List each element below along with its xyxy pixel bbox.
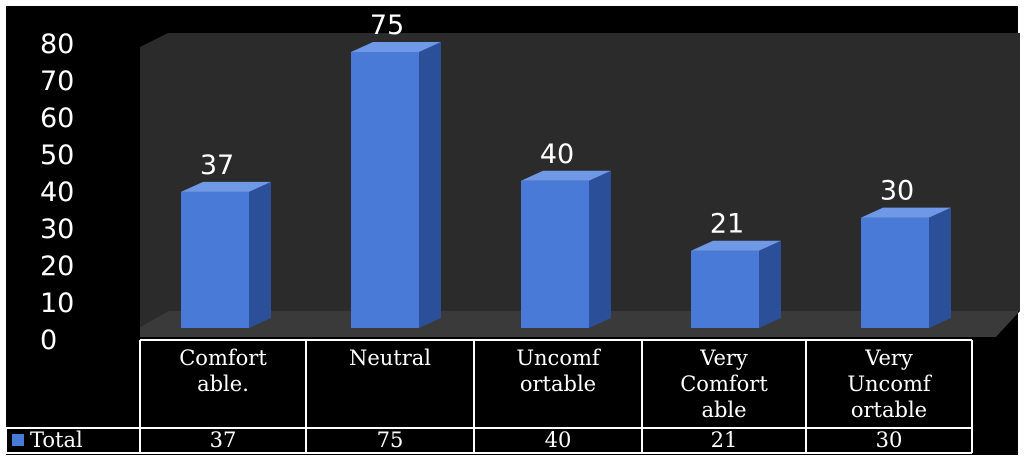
bar-top-3 (521, 170, 611, 181)
y-tick-label: 50 (40, 140, 74, 171)
legend-swatch (12, 434, 24, 446)
bar-front-2 (351, 52, 419, 328)
table-value-3: 40 (545, 428, 572, 452)
category-label-3: Uncomf ortable (516, 346, 602, 396)
bar-front-3 (521, 180, 589, 328)
bar-front-5 (861, 217, 929, 328)
bar-top-5 (861, 207, 951, 218)
y-tick-label: 80 (40, 29, 74, 60)
category-label-2: Neutral (349, 346, 431, 370)
y-tick-label: 60 (40, 103, 74, 134)
legend-series-name: Total (30, 428, 83, 452)
data-label-3: 40 (540, 139, 574, 170)
table-value-2: 75 (377, 428, 404, 452)
bar-side-4 (759, 240, 781, 328)
bar-top-4 (691, 240, 781, 251)
table-value-4: 21 (711, 428, 738, 452)
y-tick-label: 70 (40, 66, 74, 97)
y-tick-label: 10 (40, 288, 74, 319)
data-label-4: 21 (710, 209, 744, 240)
bar-side-1 (249, 181, 271, 328)
chart-floor-edge (996, 311, 1020, 337)
bar-side-2 (419, 42, 441, 328)
category-label-5: Very Uncomf ortable (847, 346, 933, 422)
data-label-5: 30 (880, 176, 914, 207)
bar-top-2 (351, 42, 441, 52)
data-label-1: 37 (200, 150, 234, 181)
data-label-2: 75 (370, 10, 404, 41)
category-label-4: Very Comfort able (680, 346, 768, 422)
bar-front-1 (181, 191, 249, 328)
category-label-1: Comfort able. (179, 346, 267, 396)
y-tick-label: 0 (40, 325, 57, 356)
y-tick-label: 40 (40, 177, 74, 208)
table-value-5: 30 (876, 428, 903, 452)
bar-side-5 (929, 207, 951, 328)
bar-front-4 (691, 250, 759, 328)
y-tick-label: 20 (40, 251, 74, 282)
bar-side-3 (589, 170, 611, 328)
y-tick-label: 30 (40, 214, 74, 245)
table-value-1: 37 (210, 428, 237, 452)
bar-top-1 (181, 181, 271, 192)
